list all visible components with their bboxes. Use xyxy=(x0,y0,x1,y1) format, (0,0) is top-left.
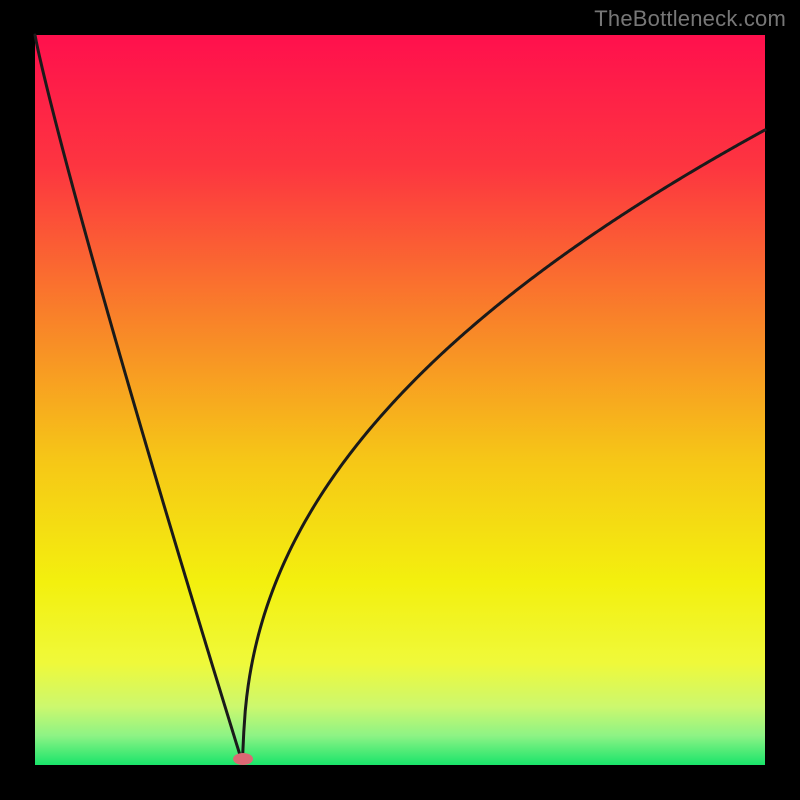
plot-area xyxy=(35,35,765,765)
dip-marker xyxy=(233,753,253,765)
watermark-text: TheBottleneck.com xyxy=(594,6,786,32)
chart-svg xyxy=(0,0,800,800)
bottleneck-chart: TheBottleneck.com xyxy=(0,0,800,800)
